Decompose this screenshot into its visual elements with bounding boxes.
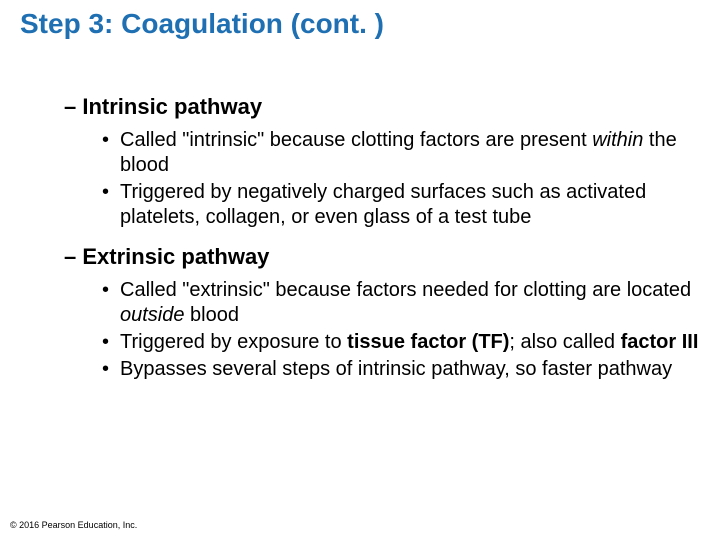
bullet-item: •Triggered by negatively charged surface… <box>102 180 700 230</box>
bullet-text: Called "intrinsic" because clotting fact… <box>120 128 700 178</box>
bullet-glyph: • <box>102 180 120 205</box>
bullet-item: •Called "extrinsic" because factors need… <box>102 278 700 328</box>
bullet-text: Called "extrinsic" because factors neede… <box>120 278 700 328</box>
bullet-glyph: • <box>102 357 120 382</box>
bullet-item: •Triggered by exposure to tissue factor … <box>102 330 700 355</box>
bullet-text: Bypasses several steps of intrinsic path… <box>120 357 700 382</box>
bullet-list: •Called "extrinsic" because factors need… <box>102 278 700 382</box>
copyright: © 2016 Pearson Education, Inc. <box>10 520 137 530</box>
slide-body: – Intrinsic pathway•Called "intrinsic" b… <box>20 94 700 382</box>
bullet-glyph: • <box>102 128 120 153</box>
section-heading: – Extrinsic pathway <box>64 244 700 270</box>
bullet-glyph: • <box>102 278 120 303</box>
slide: Step 3: Coagulation (cont. ) – Intrinsic… <box>0 0 720 540</box>
bullet-list: •Called "intrinsic" because clotting fac… <box>102 128 700 230</box>
bullet-text: Triggered by exposure to tissue factor (… <box>120 330 700 355</box>
section-heading: – Intrinsic pathway <box>64 94 700 120</box>
bullet-item: •Bypasses several steps of intrinsic pat… <box>102 357 700 382</box>
bullet-glyph: • <box>102 330 120 355</box>
slide-title: Step 3: Coagulation (cont. ) <box>20 8 700 40</box>
bullet-item: •Called "intrinsic" because clotting fac… <box>102 128 700 178</box>
bullet-text: Triggered by negatively charged surfaces… <box>120 180 700 230</box>
